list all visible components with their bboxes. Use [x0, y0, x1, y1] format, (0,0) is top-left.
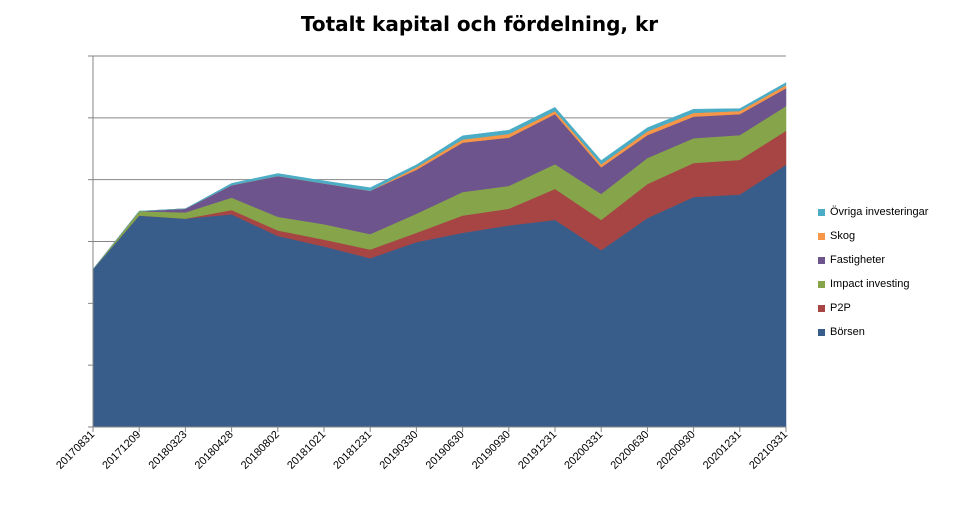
- legend-swatch: [818, 280, 825, 288]
- legend-item: Övriga investeringar: [818, 200, 928, 224]
- x-tick-label: 20190930: [470, 429, 513, 472]
- legend-label: Börsen: [830, 326, 865, 338]
- legend-label: Övriga investeringar: [830, 206, 929, 218]
- legend-label: Fastigheter: [830, 254, 886, 266]
- x-tick-label: 20180802: [239, 429, 282, 472]
- legend-item: Impact investing: [818, 272, 928, 296]
- x-tick-label: 20181021: [285, 429, 328, 472]
- legend-item: P2P: [818, 296, 928, 320]
- x-tick-label: 20171209: [100, 429, 143, 472]
- chart-title: Totalt kapital och fördelning, kr: [300, 12, 659, 36]
- legend-swatch: [818, 328, 825, 336]
- x-tick-label: 20191231: [516, 429, 559, 472]
- x-tick-label: 20180323: [146, 429, 189, 472]
- area-series: [92, 82, 787, 428]
- legend-swatch: [818, 208, 825, 216]
- x-tick-label: 20180428: [193, 429, 236, 472]
- legend-item: Börsen: [818, 320, 928, 344]
- legend-swatch: [818, 304, 825, 312]
- legend-label: Skog: [830, 230, 856, 242]
- legend: Övriga investeringar Skog Fastigheter Impac…: [818, 200, 928, 344]
- legend-label: P2P: [830, 302, 851, 314]
- legend-label: Impact investing: [830, 278, 910, 290]
- x-tick-label: 20170831: [54, 429, 97, 472]
- legend-item: Fastigheter: [818, 248, 928, 272]
- legend-swatch: [818, 232, 825, 240]
- x-tick-label: 20200930: [655, 429, 698, 472]
- x-tick-label: 20210331: [747, 429, 790, 472]
- x-tick-label: 20190330: [377, 429, 420, 472]
- x-tick-label: 20200630: [608, 429, 651, 472]
- area-övriga-investeringar: [92, 82, 787, 270]
- legend-item: Skog: [818, 224, 928, 248]
- x-tick-labels: 20170831 20171209 20180323 20180428 20180802…: [54, 429, 790, 472]
- axes: [88, 55, 787, 432]
- x-tick-label: 20200331: [562, 429, 605, 472]
- x-tick-label: 20190630: [424, 429, 467, 472]
- x-tick-label: 20181231: [331, 429, 374, 472]
- legend-swatch: [818, 256, 825, 264]
- x-tick-label: 20201231: [701, 429, 744, 472]
